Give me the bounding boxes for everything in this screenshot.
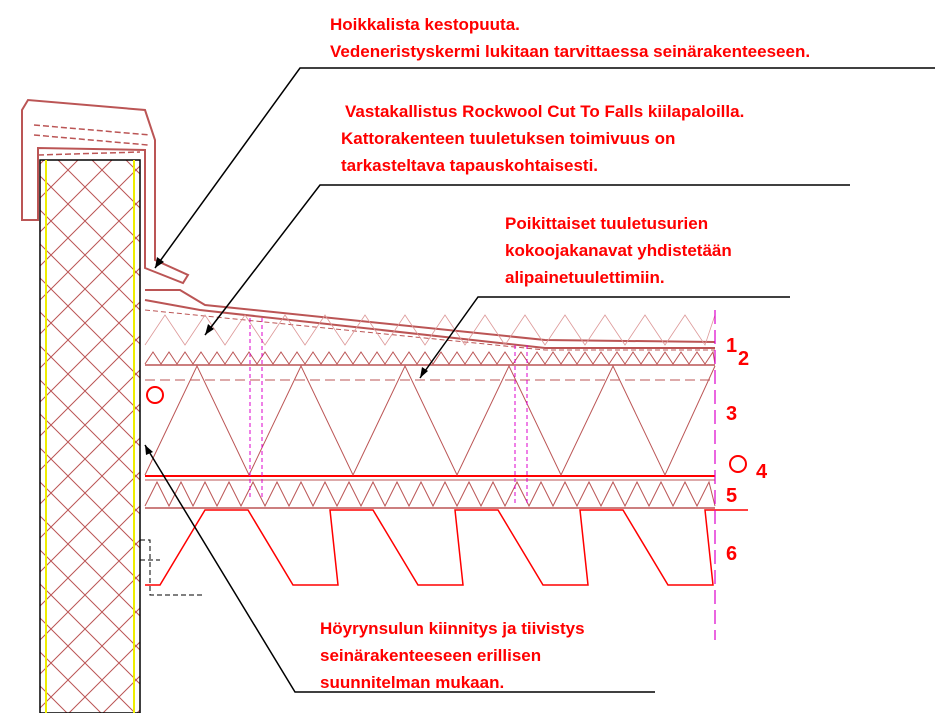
annotation-line: Kattorakenteen tuuletuksen toimivuus on	[341, 129, 675, 148]
annotation-line: Poikittaiset tuuletusurien	[505, 214, 708, 233]
zigzag	[145, 482, 715, 506]
symbol	[147, 387, 163, 403]
layer-number: 6	[726, 543, 737, 565]
annotation-line: Höyrynsulun kiinnitys ja tiivistys	[320, 619, 585, 638]
roof-membrane	[145, 290, 715, 348]
annotation-line: kokoojakanavat yhdistetään	[505, 241, 732, 260]
steel-deck	[145, 510, 748, 585]
annotation-line: seinärakenteeseen erillisen	[320, 646, 541, 665]
symbol	[730, 456, 746, 472]
zigzag	[145, 352, 715, 364]
zigzag	[145, 366, 715, 475]
annotation-line: suunnitelman mukaan.	[320, 673, 504, 692]
layer-number: 3	[726, 403, 737, 425]
annotation-line: Hoikkalista kestopuuta.	[330, 15, 520, 34]
wedge-insulation	[145, 310, 715, 350]
insulation-hatching	[145, 315, 715, 506]
layer-number: 4	[756, 461, 768, 483]
annotation-line: alipainetuulettimiin.	[505, 268, 665, 287]
layer-number: 5	[726, 485, 737, 507]
layer-number: 1	[726, 335, 737, 357]
annotation-line: Vedeneristyskermi lukitaan tarvittaessa …	[330, 42, 810, 61]
wall-insulation	[40, 160, 140, 713]
annotation-line: Vastakallistus Rockwool Cut To Falls kii…	[345, 102, 744, 121]
drawing: Hoikkalista kestopuuta. Vedeneristyskermi…	[0, 0, 941, 713]
layer-number: 2	[738, 348, 749, 370]
annotation-line: tarkasteltava tapauskohtaisesti.	[341, 156, 598, 175]
vapour-detail	[140, 540, 205, 595]
